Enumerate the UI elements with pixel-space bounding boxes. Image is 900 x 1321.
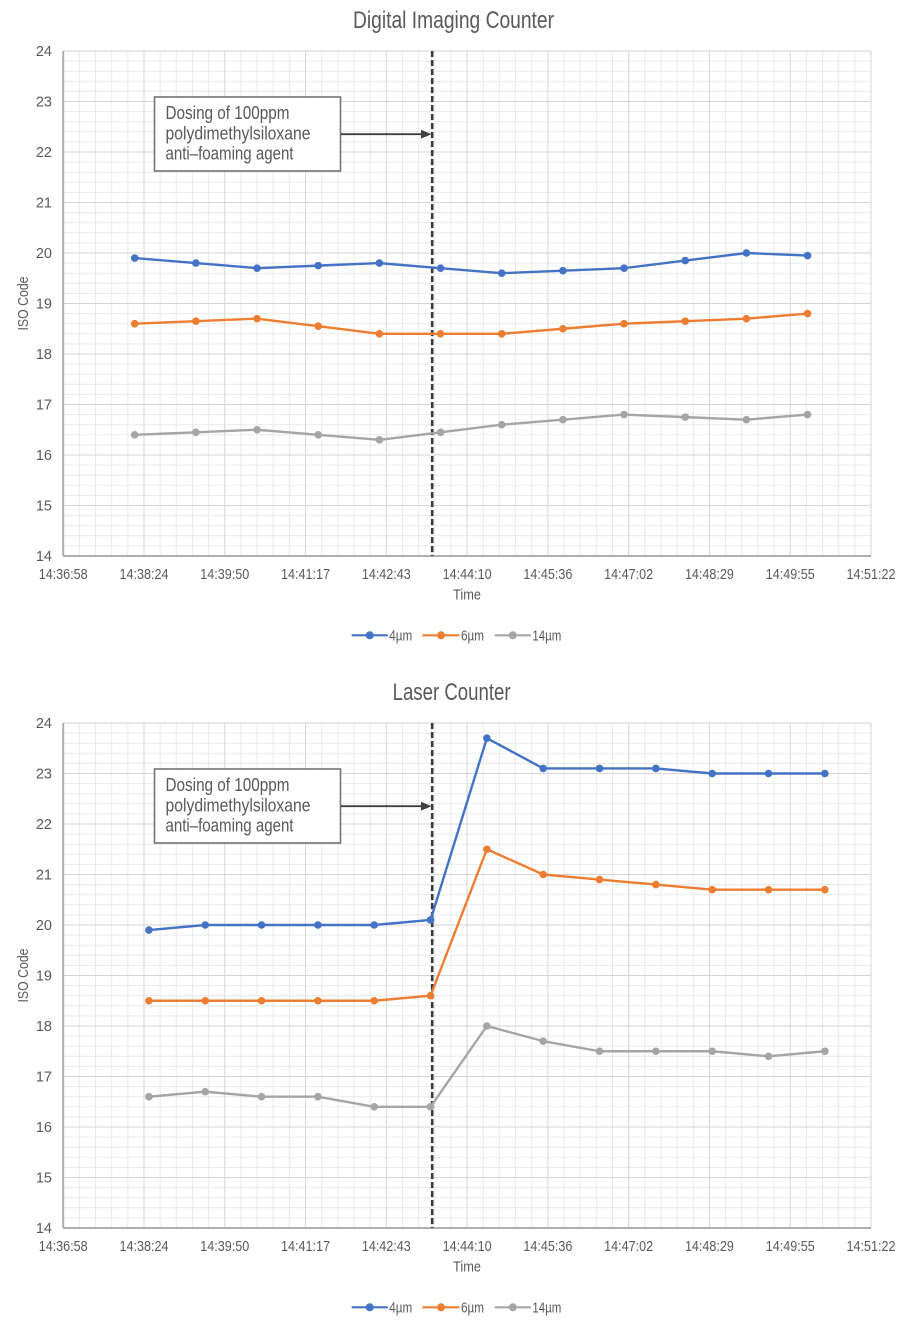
svg-text:24: 24 <box>36 716 52 732</box>
svg-text:Time: Time <box>453 587 481 604</box>
svg-text:14µm: 14µm <box>532 628 561 644</box>
svg-text:24: 24 <box>36 44 52 60</box>
svg-text:14:49:55: 14:49:55 <box>766 1239 815 1255</box>
svg-text:anti–foaming agent: anti–foaming agent <box>166 144 294 164</box>
svg-text:15: 15 <box>36 499 52 515</box>
svg-text:20: 20 <box>36 918 52 934</box>
svg-text:14:42:43: 14:42:43 <box>362 1239 411 1255</box>
svg-text:4µm: 4µm <box>389 1300 412 1316</box>
svg-text:14:51:22: 14:51:22 <box>847 1239 896 1255</box>
svg-text:14:42:43: 14:42:43 <box>362 567 411 583</box>
svg-text:14:36:58: 14:36:58 <box>39 1239 88 1255</box>
svg-text:14:48:29: 14:48:29 <box>685 567 734 583</box>
svg-text:15: 15 <box>36 1171 52 1187</box>
svg-text:14:44:10: 14:44:10 <box>443 1239 492 1255</box>
svg-text:14: 14 <box>36 1221 52 1237</box>
svg-text:23: 23 <box>36 95 52 111</box>
svg-text:20: 20 <box>36 246 52 262</box>
svg-text:14:49:55: 14:49:55 <box>766 567 815 583</box>
svg-text:21: 21 <box>36 196 52 212</box>
svg-text:Laser Counter: Laser Counter <box>393 679 511 706</box>
svg-text:17: 17 <box>36 398 52 414</box>
svg-text:14:38:24: 14:38:24 <box>119 1239 168 1255</box>
svg-text:Dosing of 100ppm: Dosing of 100ppm <box>166 775 290 795</box>
svg-text:14:41:17: 14:41:17 <box>281 1239 330 1255</box>
svg-text:14µm: 14µm <box>532 1300 561 1316</box>
svg-text:21: 21 <box>36 868 52 884</box>
svg-text:14:39:50: 14:39:50 <box>200 567 249 583</box>
svg-text:18: 18 <box>36 1019 52 1035</box>
svg-text:6µm: 6µm <box>461 628 484 644</box>
svg-text:polydimethylsiloxane: polydimethylsiloxane <box>166 123 311 143</box>
svg-text:14:47:02: 14:47:02 <box>604 1239 653 1255</box>
svg-text:16: 16 <box>36 1120 52 1136</box>
svg-text:14:47:02: 14:47:02 <box>604 567 653 583</box>
svg-text:14:44:10: 14:44:10 <box>443 567 492 583</box>
svg-text:14:48:29: 14:48:29 <box>685 1239 734 1255</box>
svg-text:6µm: 6µm <box>461 1300 484 1316</box>
svg-text:14:45:36: 14:45:36 <box>523 1239 572 1255</box>
svg-text:22: 22 <box>36 817 52 833</box>
svg-text:22: 22 <box>36 145 52 161</box>
svg-text:polydimethylsiloxane: polydimethylsiloxane <box>166 795 311 815</box>
svg-text:14:39:50: 14:39:50 <box>200 1239 249 1255</box>
svg-text:16: 16 <box>36 448 52 464</box>
svg-text:14:51:22: 14:51:22 <box>847 567 896 583</box>
svg-text:14: 14 <box>36 549 52 565</box>
svg-text:14:38:24: 14:38:24 <box>119 567 168 583</box>
svg-text:23: 23 <box>36 767 52 783</box>
svg-text:Dosing of 100ppm: Dosing of 100ppm <box>166 103 290 123</box>
svg-text:14:45:36: 14:45:36 <box>523 567 572 583</box>
svg-text:Digital Imaging Counter: Digital Imaging Counter <box>353 7 554 34</box>
svg-text:17: 17 <box>36 1070 52 1086</box>
svg-text:18: 18 <box>36 347 52 363</box>
svg-text:ISO Code: ISO Code <box>15 949 32 1003</box>
svg-text:19: 19 <box>36 297 52 313</box>
svg-text:Time: Time <box>453 1259 481 1276</box>
svg-text:4µm: 4µm <box>389 628 412 644</box>
svg-text:ISO Code: ISO Code <box>15 277 32 331</box>
svg-text:anti–foaming agent: anti–foaming agent <box>166 816 294 836</box>
svg-text:14:36:58: 14:36:58 <box>39 567 88 583</box>
svg-text:19: 19 <box>36 969 52 985</box>
svg-text:14:41:17: 14:41:17 <box>281 567 330 583</box>
